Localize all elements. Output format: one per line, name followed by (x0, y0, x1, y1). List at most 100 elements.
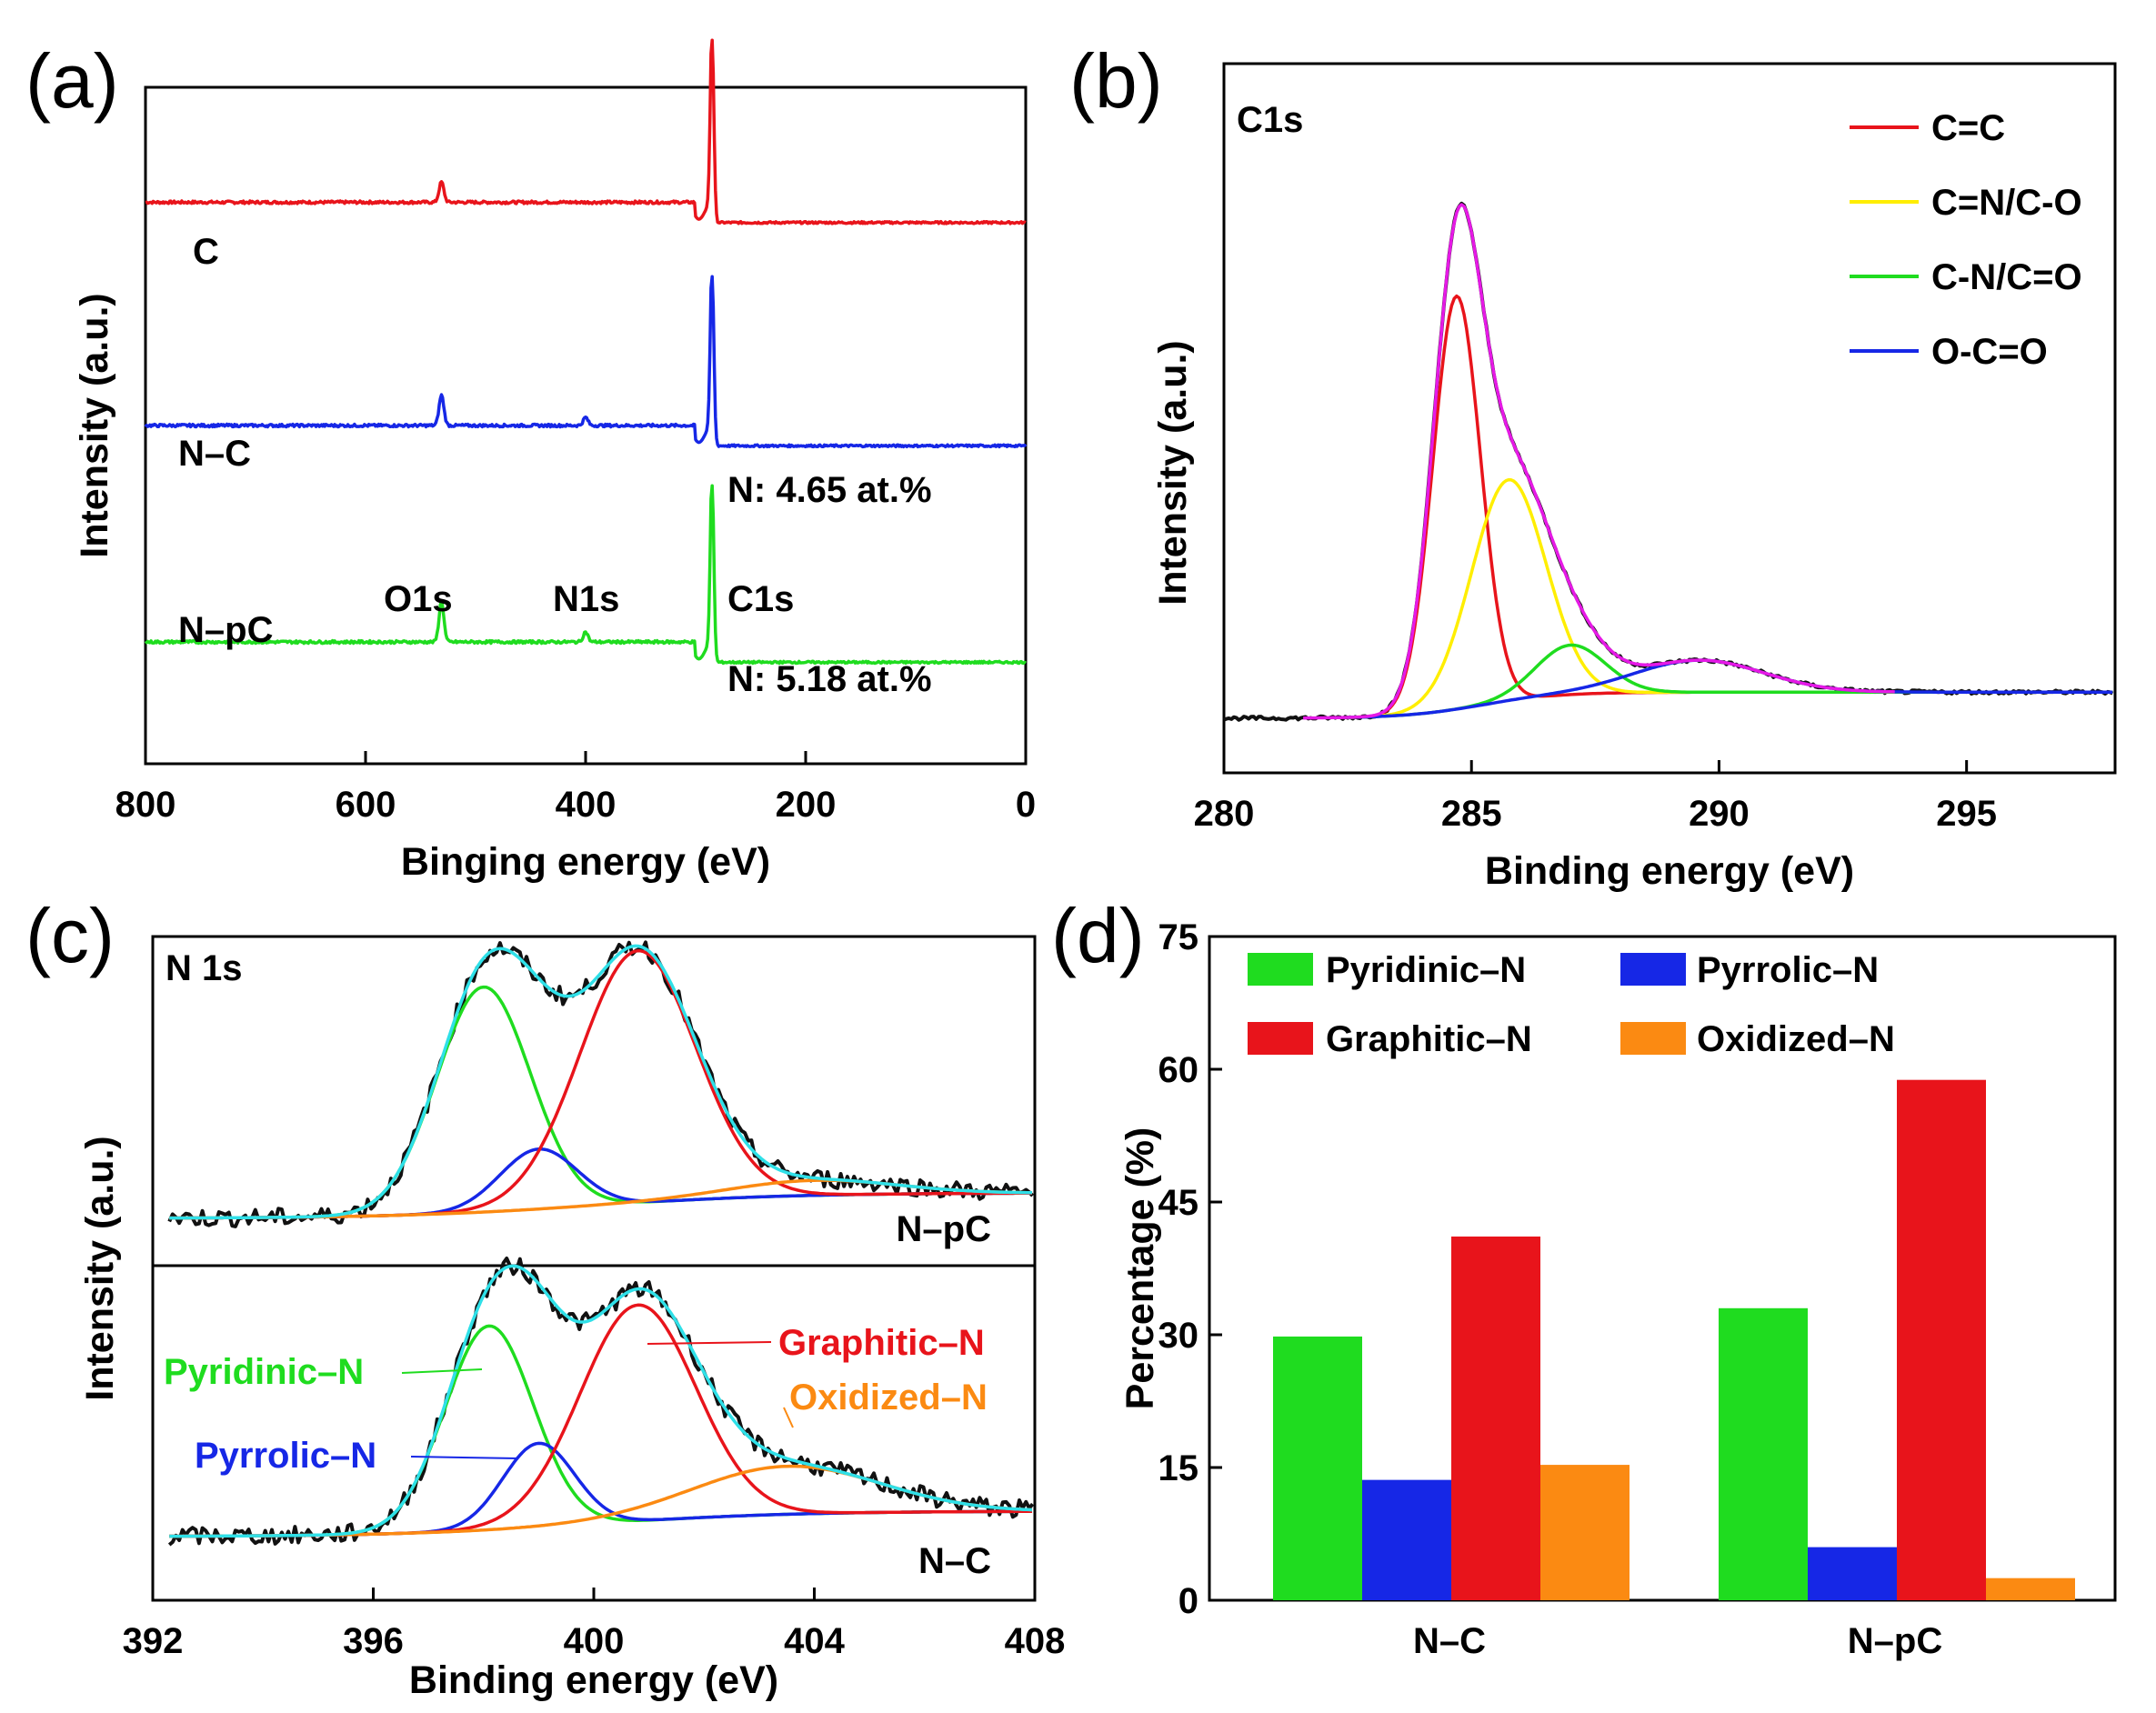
panel-d-tick-label-0: 0 (1178, 1581, 1198, 1621)
panel-b: (b) C1s 280 285 290 295 Binding energy (eV)… (1069, 38, 2117, 893)
panel-a-tick-label-800: 800 (115, 785, 176, 825)
subplot-label-n-pc: N–pC (897, 1209, 991, 1249)
legend-label-oxidized: Oxidized–N (1697, 1019, 1895, 1059)
panel-c-n-c-component-oxidized-n (169, 1464, 1033, 1538)
bar-n-c-oxidized-n (1540, 1465, 1630, 1600)
panel-b-title: C1s (1237, 100, 1303, 140)
panel-b-tick-label-290: 290 (1689, 794, 1750, 834)
panel-b-xlabel: Binding energy (eV) (1485, 849, 1854, 893)
legend-swatch-oxidized (1620, 1022, 1686, 1055)
panel-d-tick-label-30: 30 (1158, 1316, 1199, 1356)
bar-n-c-graphitic-n (1451, 1236, 1540, 1600)
panel-a-tick-label-0: 0 (1016, 785, 1036, 825)
peak-label-c1s: C1s (727, 579, 794, 619)
panel-d-tick-label-15: 15 (1158, 1448, 1199, 1488)
callout-graphitic: Graphitic–N (778, 1323, 985, 1363)
panel-d-tick-label-75: 75 (1158, 917, 1199, 957)
panel-a-ylabel: Intensity (a.u.) (73, 293, 116, 557)
callout-line-graphitic (647, 1341, 772, 1345)
panel-d-letter: (d) (1051, 893, 1145, 978)
panel-b-tick-label-285: 285 (1441, 794, 1502, 834)
bar-n-pc-pyridinic-n (1719, 1307, 1808, 1600)
panel-d-legend: Pyridinic–N Pyrrolic–N Graphitic–N Oxidi… (1248, 950, 1895, 1059)
subplot-label-n-c: N–C (918, 1541, 991, 1581)
legend-swatch-pyridinic (1248, 953, 1313, 986)
panel-d-tick-label-60: 60 (1158, 1050, 1199, 1090)
panel-c-frame (151, 935, 1037, 1602)
callout-line-oxidized (783, 1407, 794, 1428)
bar-n-c-pyridinic-n (1273, 1336, 1362, 1600)
panel-a-tick-label-400: 400 (556, 785, 617, 825)
panel-b-frame (1222, 62, 2117, 775)
bar-n-c-pyrrolic-n (1362, 1479, 1451, 1600)
series-label-n-pc: N–pC (178, 610, 273, 650)
panel-b-letter: (b) (1069, 38, 1163, 124)
panel-c-tick-label-404: 404 (784, 1621, 845, 1661)
callout-oxidized: Oxidized–N (789, 1377, 988, 1417)
annotation-n-pc-content: N: 5.18 at.% (727, 659, 932, 699)
annotation-n-c-content: N: 4.65 at.% (727, 470, 932, 510)
legend-label-pyridinic: Pyridinic–N (1326, 950, 1526, 990)
panel-c-callouts: Pyridinic–N Pyrrolic–N Graphitic–N Oxidi… (164, 1323, 988, 1476)
panel-a-letter: (a) (25, 38, 119, 124)
panel-b-curves (1223, 201, 2114, 722)
panel-a-curves (144, 38, 1028, 666)
panel-a: (a) 800 600 400 200 0 Binging energy (eV) In… (25, 38, 1036, 884)
panel-c-x-ticks: 392 396 400 404 408 (123, 1588, 1066, 1661)
panel-c-tick-label-396: 396 (343, 1621, 404, 1661)
panel-d-bars (1273, 1079, 2075, 1600)
panel-a-line-n-c (144, 275, 1028, 449)
panel-b-component-c-n-c-o (1348, 643, 2113, 719)
panel-c-ylabel: Intensity (a.u.) (78, 1136, 122, 1400)
panel-a-line-c (145, 38, 1027, 225)
bar-n-pc-oxidized-n (1986, 1578, 2075, 1600)
legend-label-pyrrolic: Pyrrolic–N (1697, 950, 1879, 990)
panel-b-ylabel: Intensity (a.u.) (1151, 340, 1195, 605)
peak-label-o1s: O1s (384, 579, 453, 619)
legend-label-c-c: C=C (1931, 108, 2005, 148)
panel-a-x-ticks: 800 600 400 200 0 (115, 751, 1036, 825)
legend-swatch-pyrrolic (1620, 953, 1686, 986)
panel-c-letter: (c) (25, 893, 115, 978)
panel-b-tick-label-295: 295 (1936, 794, 1997, 834)
bar-n-pc-graphitic-n (1897, 1079, 1986, 1600)
panel-c-curves (167, 940, 1035, 1547)
panel-c: (c) N 1s 392 396 400 404 408 Binding energy … (25, 893, 1065, 1702)
callout-line-pyridinic (401, 1368, 483, 1374)
panel-b-envelope (1303, 203, 1895, 720)
panel-c-envelope-n-c (169, 1264, 1033, 1538)
panel-c-n-pc-component-graphitic-n (169, 948, 1032, 1220)
panel-a-tick-label-200: 200 (776, 785, 837, 825)
legend-label-graphitic: Graphitic–N (1326, 1019, 1532, 1059)
panel-c-tick-label-400: 400 (564, 1621, 625, 1661)
legend-swatch-graphitic (1248, 1022, 1313, 1055)
callout-line-pyrrolic (410, 1456, 519, 1459)
panel-b-component-c-n-c-o (1348, 477, 2113, 719)
callout-pyridinic: Pyridinic–N (164, 1352, 364, 1392)
panel-d-y-ticks: 0 15 30 45 60 75 (1158, 917, 1222, 1621)
peak-label-n1s: N1s (553, 579, 619, 619)
panel-c-raw-n-pc (167, 940, 1035, 1228)
panel-c-tick-label-408: 408 (1005, 1621, 1066, 1661)
panel-a-tick-label-600: 600 (336, 785, 396, 825)
bar-n-pc-pyrrolic-n (1808, 1547, 1897, 1600)
panel-b-legend: C=C C=N/C-O C-N/C=O O-C=O (1850, 108, 2082, 372)
panel-b-tick-label-280: 280 (1194, 794, 1255, 834)
panel-c-n-pc-component-pyrrolic-n (169, 1147, 1032, 1220)
panel-c-tick-label-392: 392 (123, 1621, 184, 1661)
panel-c-title: N 1s (165, 948, 243, 988)
panel-d-ylabel: Percentage (%) (1118, 1127, 1162, 1410)
panel-b-component-o-c-o (1348, 658, 2113, 719)
legend-label-c-n-c-o-2: C-N/C=O (1931, 257, 2082, 297)
panel-d-frame (1208, 935, 2117, 1602)
legend-label-o-c-o: O-C=O (1931, 332, 2048, 372)
series-label-n-c: N–C (178, 434, 251, 474)
panel-c-envelope-n-pc (169, 944, 1033, 1220)
series-label-c: C (193, 232, 219, 272)
legend-label-c-n-c-o: C=N/C-O (1931, 183, 2082, 223)
category-label-n-c: N–C (1413, 1621, 1486, 1661)
callout-pyrrolic: Pyrrolic–N (195, 1436, 376, 1476)
panel-a-xlabel: Binging energy (eV) (401, 840, 770, 884)
